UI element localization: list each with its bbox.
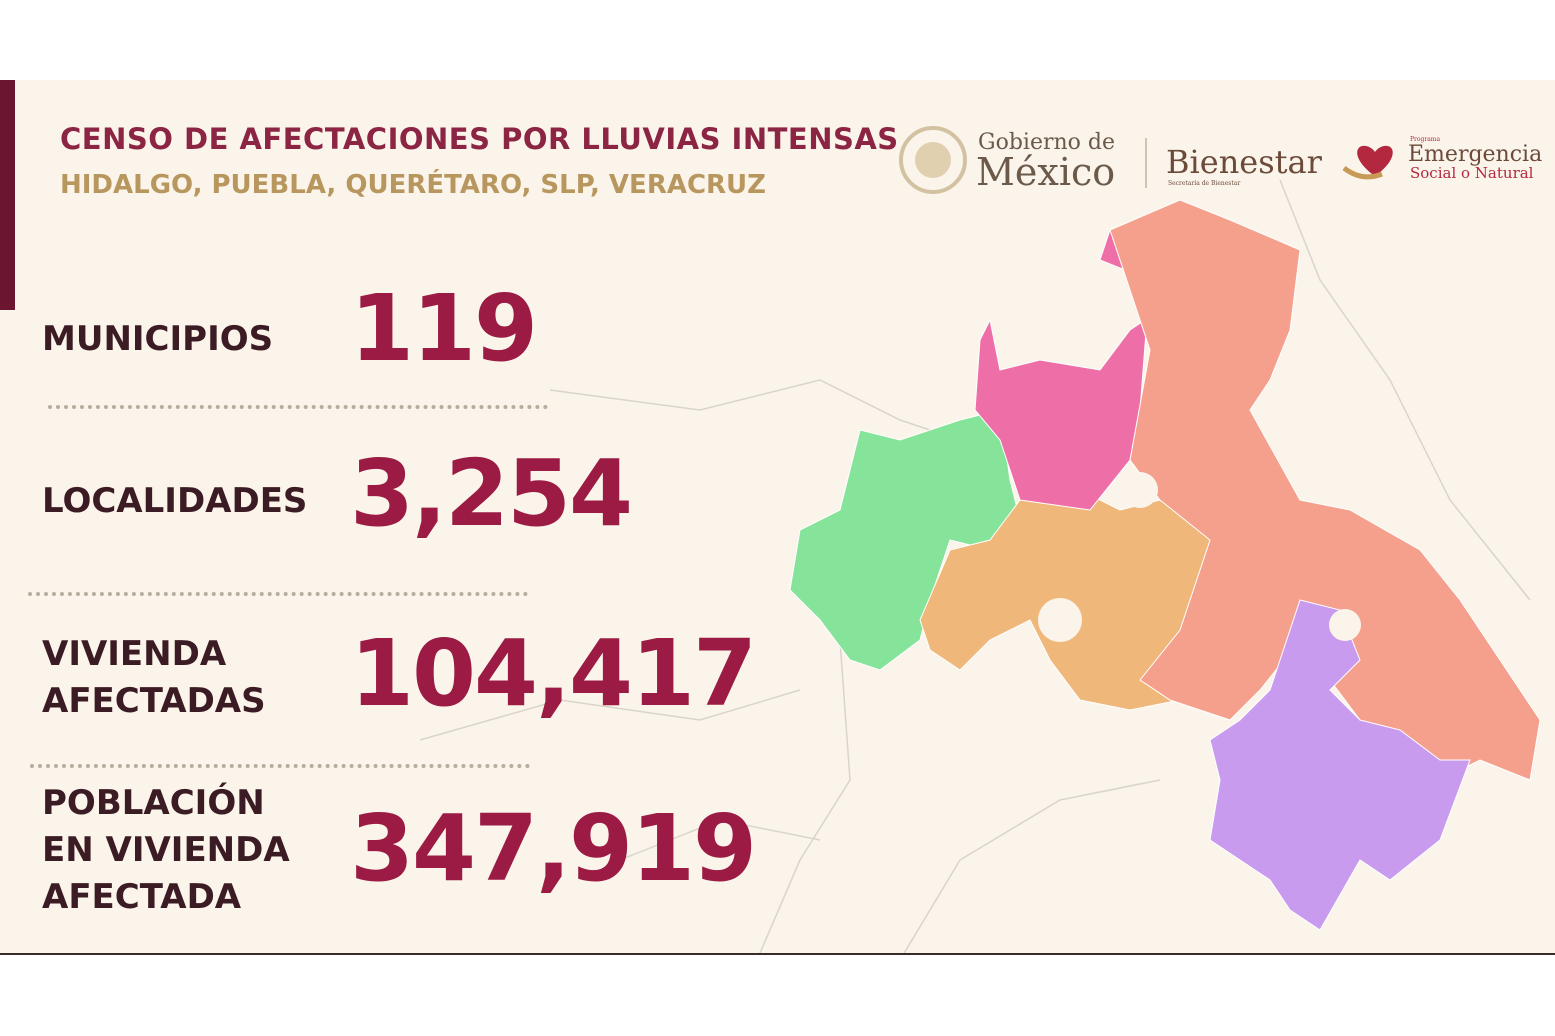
stat-label: POBLACIÓN EN VIVIENDA AFECTADA bbox=[42, 780, 290, 921]
logo-text: Gobierno de bbox=[978, 130, 1115, 155]
stat-value: 3,254 bbox=[350, 440, 633, 547]
logo-text: Bienestar bbox=[1166, 143, 1322, 181]
stat-label-line: AFECTADA bbox=[42, 877, 242, 917]
separator bbox=[48, 405, 548, 409]
stat-value: 347,919 bbox=[350, 795, 757, 902]
stat-label-line: POBLACIÓN bbox=[42, 783, 265, 823]
emblem bbox=[899, 126, 967, 194]
stat-label-line: LOCALIDADES bbox=[42, 481, 308, 521]
separator bbox=[28, 592, 528, 596]
logo-text: Secretaría de Bienestar bbox=[1168, 180, 1241, 187]
stat-value: 104,417 bbox=[350, 620, 757, 727]
map-gap bbox=[1122, 472, 1158, 508]
map bbox=[419, 179, 1541, 953]
stat-label-line: VIVIENDA bbox=[42, 634, 227, 674]
stat-label: MUNICIPIOS bbox=[42, 316, 273, 363]
stat-label-line: AFECTADAS bbox=[42, 681, 266, 721]
stat-label: LOCALIDADES bbox=[42, 478, 307, 525]
logo-text: Programa bbox=[1410, 136, 1441, 143]
subtitle: HIDALGO, PUEBLA, QUERÉTARO, SLP, VERACRU… bbox=[60, 170, 767, 200]
region-puebla bbox=[1209, 599, 1471, 931]
heart-icon bbox=[1342, 145, 1393, 180]
title: CENSO DE AFECTACIONES POR LLUVIAS INTENS… bbox=[60, 122, 899, 156]
logo-text: México bbox=[976, 150, 1116, 194]
divider bbox=[1145, 138, 1147, 188]
map-gap bbox=[1038, 598, 1082, 642]
map-borders bbox=[419, 179, 1531, 953]
accent-bar bbox=[0, 80, 15, 310]
stat-value: 119 bbox=[350, 275, 538, 382]
stat-label: VIVIENDA AFECTADAS bbox=[42, 631, 266, 725]
stat-label-line: EN VIVIENDA bbox=[42, 830, 290, 870]
stat-label-line: MUNICIPIOS bbox=[42, 319, 274, 359]
separator bbox=[30, 764, 530, 768]
logo-text: Emergencia bbox=[1408, 142, 1543, 167]
infographic: CENSO DE AFECTACIONES POR LLUVIAS INTENS… bbox=[0, 80, 1555, 955]
map-gap bbox=[1329, 609, 1361, 641]
logo-text: Social o Natural bbox=[1410, 164, 1534, 182]
